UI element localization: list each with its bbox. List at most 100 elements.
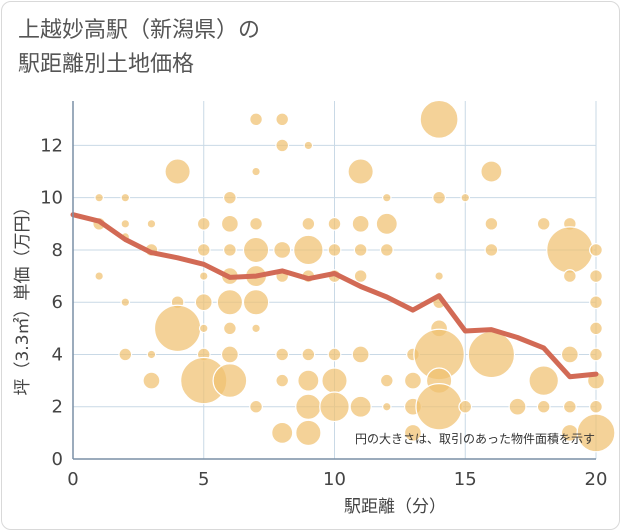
- data-bubble: [351, 345, 370, 364]
- data-bubble: [375, 212, 398, 235]
- data-bubble: [275, 347, 290, 362]
- data-bubble: [222, 243, 237, 257]
- data-bubble: [242, 289, 270, 316]
- tick-labels: 0 5 10 15 20 0 2 4 6 8 10 12: [40, 135, 607, 490]
- data-bubble: [293, 234, 324, 266]
- data-bubble: [222, 190, 237, 205]
- data-bubble: [301, 216, 316, 231]
- trend-line-layer: [70, 212, 599, 380]
- y-tick-label: 0: [52, 449, 63, 470]
- data-bubble: [460, 192, 471, 203]
- trend-line: [70, 212, 599, 380]
- data-bubble: [321, 367, 348, 394]
- data-bubble: [589, 399, 603, 414]
- data-bubble: [347, 158, 374, 185]
- x-tick-label: 5: [198, 469, 209, 490]
- data-bubble: [301, 347, 316, 362]
- data-bubble: [484, 243, 499, 257]
- size-annotation: 円の大きさは、取引のあった物件面積を示す: [355, 431, 595, 446]
- data-bubble: [275, 112, 290, 127]
- data-bubble: [198, 271, 209, 281]
- data-bubble: [220, 214, 239, 233]
- data-bubble: [381, 401, 392, 412]
- x-tick-label: 15: [454, 469, 477, 490]
- data-bubble: [419, 99, 459, 139]
- data-bubble: [120, 192, 131, 203]
- data-bubble: [295, 419, 322, 447]
- data-bubble: [220, 345, 239, 364]
- data-bubble: [164, 158, 191, 185]
- data-bubble: [467, 330, 516, 379]
- data-bubble: [94, 192, 104, 203]
- data-bubble: [432, 190, 447, 205]
- chart-title: 上越妙高駅（新潟県）の 駅距離別土地価格: [18, 18, 261, 77]
- data-bubble: [379, 243, 394, 257]
- data-bubble: [251, 166, 261, 177]
- data-bubble: [249, 399, 263, 414]
- data-bubble: [353, 243, 368, 257]
- x-tick-label: 20: [585, 469, 608, 490]
- data-bubble: [484, 216, 499, 231]
- y-axis-title: 坪（3.3㎡）単価（万円）: [13, 198, 33, 395]
- data-bubble: [120, 297, 131, 308]
- bubbles: [92, 99, 616, 453]
- y-tick-label: 2: [52, 397, 63, 418]
- data-bubble: [295, 393, 322, 420]
- data-bubble: [349, 395, 372, 418]
- data-bubble: [562, 269, 577, 283]
- data-bubble: [216, 289, 244, 316]
- data-bubble: [327, 216, 342, 231]
- data-bubble: [196, 216, 211, 231]
- data-bubble: [536, 399, 551, 414]
- data-bubble: [249, 112, 263, 127]
- data-bubble: [146, 349, 157, 360]
- y-tick-label: 12: [40, 135, 63, 156]
- y-tick-label: 8: [52, 240, 63, 261]
- data-bubble: [249, 216, 263, 231]
- data-bubble: [562, 399, 577, 414]
- data-bubble: [379, 373, 394, 388]
- data-bubble: [271, 421, 294, 444]
- data-bubble: [319, 391, 350, 423]
- y-tick-label: 10: [40, 188, 63, 209]
- data-bubble: [508, 397, 527, 416]
- data-bubble: [327, 347, 342, 362]
- data-bubble: [403, 423, 422, 442]
- data-bubble: [589, 243, 603, 257]
- data-bubble: [194, 293, 213, 312]
- data-bubble: [120, 219, 131, 229]
- data-bubble: [251, 323, 261, 334]
- data-bubble: [546, 226, 594, 274]
- data-bubble: [142, 371, 161, 390]
- data-bubble: [196, 243, 211, 257]
- data-bubble: [273, 240, 292, 259]
- data-bubble: [212, 363, 248, 399]
- data-bubble: [153, 304, 202, 353]
- data-bubble: [222, 321, 237, 336]
- data-bubble: [381, 192, 392, 203]
- data-bubble: [528, 365, 559, 396]
- data-bubble: [434, 271, 444, 281]
- data-bubble: [198, 323, 209, 334]
- y-tick-label: 4: [52, 344, 63, 365]
- data-bubble: [589, 269, 603, 283]
- data-bubble: [536, 216, 551, 231]
- data-bubble: [560, 345, 579, 364]
- data-bubble: [589, 321, 603, 336]
- data-bubble: [415, 383, 463, 431]
- data-bubble: [94, 271, 104, 281]
- data-bubble: [480, 160, 503, 183]
- data-bubble: [353, 269, 368, 283]
- data-bubble: [297, 369, 320, 392]
- axes: [72, 101, 596, 460]
- data-bubble: [146, 219, 157, 229]
- data-bubble: [118, 347, 133, 362]
- data-bubble: [242, 236, 270, 264]
- data-bubble: [327, 243, 342, 257]
- data-bubble: [576, 413, 616, 453]
- x-tick-label: 10: [323, 469, 346, 490]
- data-bubble: [403, 371, 422, 390]
- data-bubble: [275, 138, 290, 153]
- x-axis-title: 駅距離（分）: [344, 497, 446, 517]
